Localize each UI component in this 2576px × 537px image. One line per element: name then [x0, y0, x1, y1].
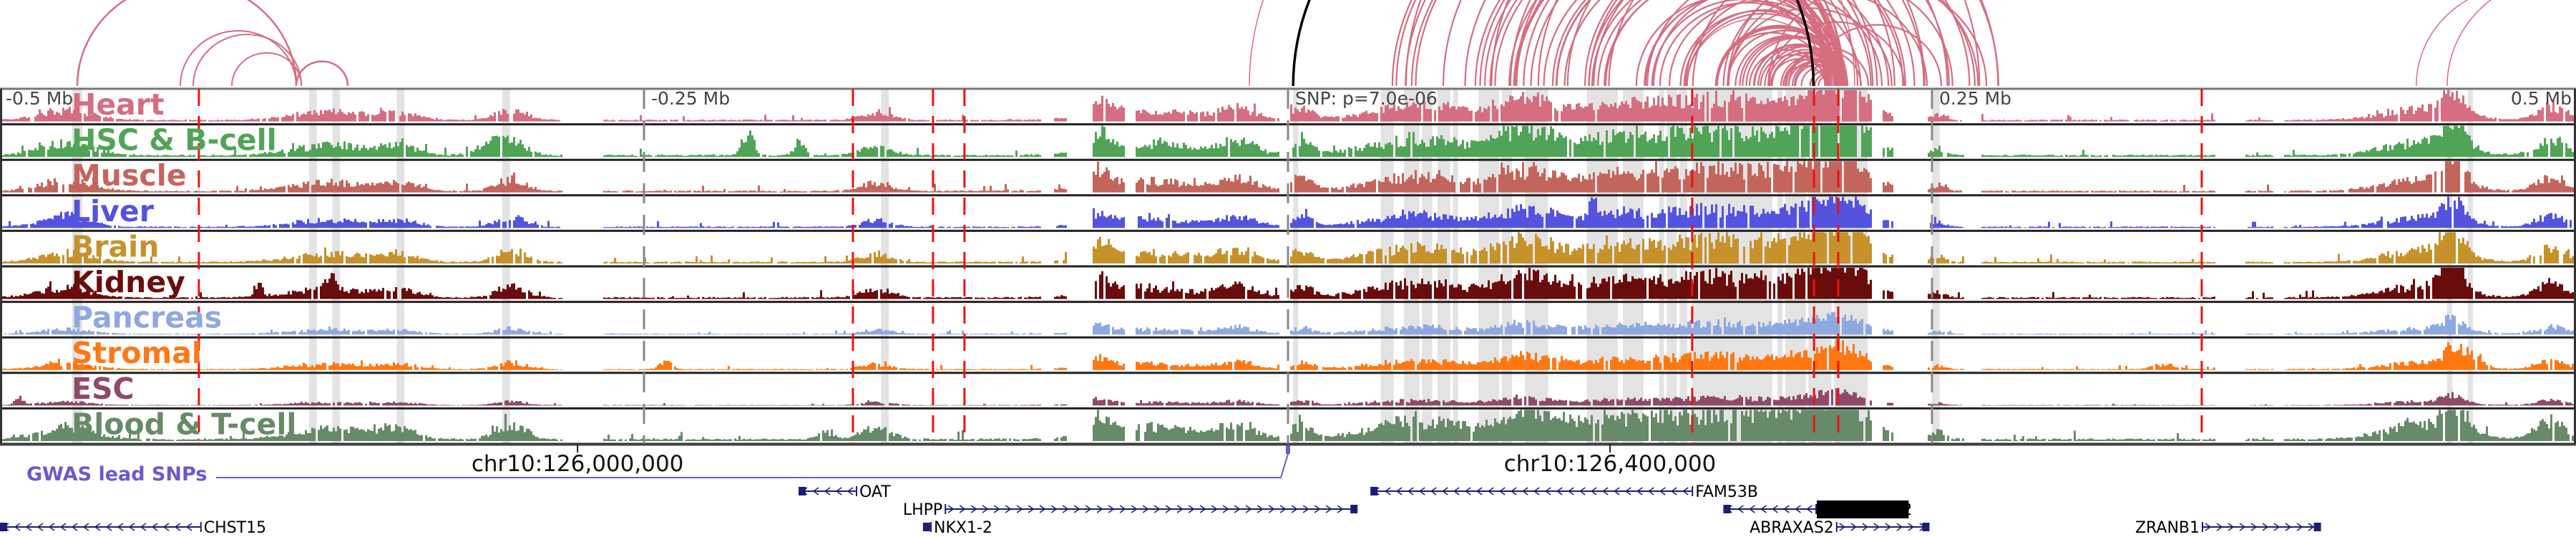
interaction-arc	[1727, 0, 1928, 87]
gene-exon	[922, 523, 930, 531]
interaction-arc	[1770, 52, 1842, 87]
chromosome-axis: chr10:126,000,000 chr10:126,400,000	[0, 443, 2576, 477]
interaction-arc	[180, 30, 297, 87]
interaction-arc	[1793, 60, 1848, 87]
interaction-arc	[1722, 0, 1953, 87]
track-label: Brain	[72, 229, 159, 263]
track-label: HSC & B-cell	[72, 123, 277, 158]
signal-tracks	[0, 90, 2576, 441]
interaction-arc	[231, 52, 303, 87]
distance-tick-label: 0.5 Mb	[2511, 88, 2572, 109]
gene-zranb1[interactable]: ZRANB1	[2135, 519, 2321, 537]
interaction-arc	[1530, 0, 1859, 87]
gene-exon	[799, 487, 806, 495]
strand-arrows	[947, 505, 1344, 513]
interaction-arc	[1593, 0, 1904, 87]
interaction-arc	[2446, 0, 2492, 87]
coordinate-label: chr10:126,400,000	[1504, 451, 1717, 477]
interaction-arc	[1608, 0, 1971, 87]
interaction-arc	[76, 0, 298, 87]
gene-label: EEF1AKMT2	[1819, 501, 1912, 519]
gene-label-highlight	[1817, 500, 1909, 518]
interaction-arc	[1515, 0, 1844, 87]
distance-ticks: -0.5 Mb -0.25 Mb 0.25 Mb 0.5 Mb	[6, 88, 2572, 444]
gene-lhpp[interactable]: LHPP	[903, 501, 1358, 519]
gene-oat[interactable]: OAT	[799, 483, 891, 501]
track-label: Kidney	[72, 265, 185, 299]
interaction-arc	[192, 34, 303, 87]
interaction-arc	[1635, 0, 1826, 87]
interaction-arc	[1683, 9, 1845, 87]
interaction-arc	[1508, 0, 1842, 87]
signal-track-2	[0, 161, 2574, 193]
strand-arrows	[2205, 523, 2315, 531]
gene-chst15[interactable]: CHST15	[0, 519, 266, 537]
gene-label: ZRANB1	[2135, 519, 2200, 537]
interaction-arc	[1494, 0, 1827, 87]
gene-label: ABRAXAS2	[1750, 519, 1834, 537]
interaction-arc	[1668, 1, 1848, 87]
snp-pvalue-label: SNP: p=7.0e-06	[1295, 88, 1438, 109]
coordinate-label: chr10:126,000,000	[472, 451, 684, 477]
gene-label: CHST15	[204, 519, 266, 537]
interaction-arc	[1644, 0, 1840, 87]
gene-exon	[1922, 523, 1930, 531]
gene-eef1akmt2[interactable]: EEF1AKMT2	[1723, 500, 1912, 519]
gwas-snp-connector[interactable]	[216, 453, 1289, 478]
gene-fam53b[interactable]: FAM53B	[1370, 483, 1758, 501]
interaction-arc	[1514, 0, 1925, 87]
interaction-arcs	[76, 0, 2576, 87]
gene-label: FAM53B	[1695, 483, 1758, 501]
distance-tick-label: -0.25 Mb	[651, 88, 730, 109]
interaction-arc	[1516, 0, 1878, 87]
interaction-arc	[1716, 26, 1843, 87]
gene-label: NKX1-2	[934, 519, 992, 537]
interaction-arc	[1479, 0, 1844, 87]
interaction-arc	[1646, 0, 1890, 87]
gene-abraxas2[interactable]: ABRAXAS2	[1750, 519, 1930, 537]
gene-label: OAT	[859, 483, 891, 501]
distance-tick-label: 0.25 Mb	[1939, 88, 2011, 109]
strand-arrows	[1839, 523, 1926, 531]
track-label: ESC	[72, 372, 135, 406]
interaction-arc	[1684, 0, 1883, 87]
gwas-track-label: GWAS lead SNPs	[26, 463, 207, 485]
track-label: Pancreas	[72, 301, 222, 335]
track-label: Muscle	[72, 158, 187, 193]
signal-track-9	[0, 410, 2576, 441]
interaction-arc	[1584, 0, 1906, 87]
interaction-arc	[2416, 0, 2576, 87]
gene-exon	[1370, 487, 1378, 495]
gene-nkx1-2[interactable]: NKX1-2	[922, 519, 992, 537]
gene-exon	[1350, 505, 1358, 513]
track-label: Liver	[72, 194, 155, 228]
signal-track-5	[0, 268, 2576, 299]
interaction-arc	[1784, 57, 1845, 87]
gene-label: LHPP	[903, 501, 942, 519]
gene-exon	[0, 523, 7, 531]
interaction-arc	[1588, 0, 1916, 87]
interaction-arc	[1727, 0, 1979, 87]
interaction-arc	[1764, 45, 1849, 87]
track-label: Heart	[72, 87, 165, 122]
interaction-arc	[1566, 0, 1950, 87]
gwas-lead-snp-marker[interactable]	[1286, 445, 1290, 454]
interaction-arc	[295, 60, 349, 87]
distance-tick-label: -0.5 Mb	[6, 88, 73, 109]
track-label: Blood & T-cell	[72, 407, 296, 441]
track-label: Stromal	[72, 336, 202, 370]
signal-track-1	[0, 125, 2576, 158]
gene-exon	[2313, 523, 2321, 531]
interaction-arc	[1597, 0, 1833, 87]
marker-lines	[197, 89, 2203, 444]
gwas-track: GWAS lead SNPs	[26, 445, 1290, 485]
gene-exon	[1723, 505, 1731, 513]
